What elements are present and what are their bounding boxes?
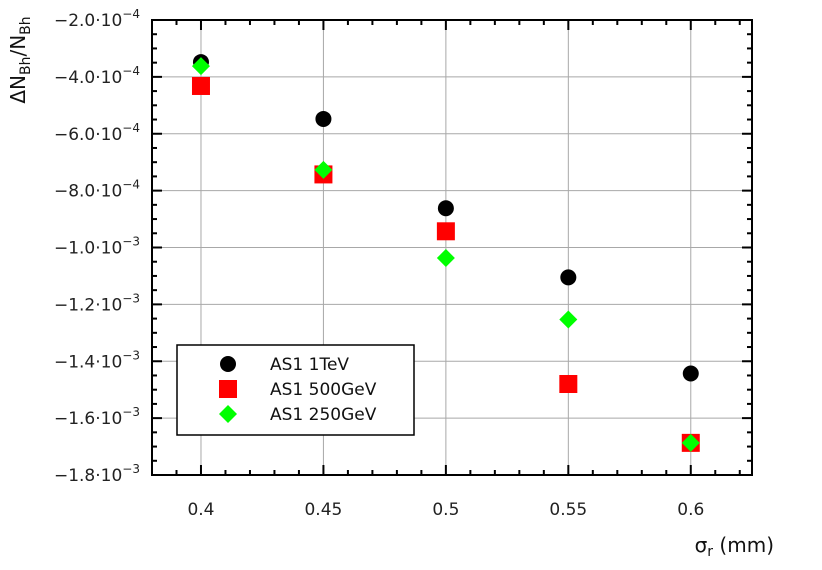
x-tick-labels: 0.4 0.45 0.5 0.55 0.6 (187, 500, 704, 520)
y-tick-label: −1.0·10−3 (54, 235, 140, 259)
legend-entry-label: AS1 500GeV (270, 380, 377, 400)
y-tick-label: −1.4·10−3 (54, 348, 140, 372)
y-tick-label: −6.0·10−4 (54, 121, 140, 145)
data-point-square (559, 375, 578, 393)
y-tick-label: −1.2·10−3 (54, 291, 140, 315)
data-point-circle (682, 365, 699, 382)
data-point-diamond (314, 160, 333, 179)
legend-marker-circle (220, 356, 236, 372)
data-point-diamond (559, 310, 578, 329)
legend-marker-diamond (219, 405, 237, 423)
legend-box (176, 344, 415, 436)
y-tick-label: −2.0·10−4 (54, 7, 140, 31)
data-point-circle (315, 110, 332, 127)
y-tick-label: −1.8·10−3 (54, 462, 140, 486)
x-axis-label: σr (mm) (695, 533, 774, 560)
y-tick-label: −1.6·10−3 (54, 405, 140, 429)
data-point-square (436, 222, 455, 241)
y-tick-label: −8.0·10−4 (54, 178, 140, 202)
x-tick-label: 0.5 (432, 500, 459, 520)
data-point-circle (437, 200, 454, 217)
data-point-diamond (436, 249, 455, 268)
data-markers (191, 54, 700, 452)
legend-marker-square (219, 380, 237, 398)
data-point-diamond (681, 433, 700, 452)
data-point-diamond (191, 57, 210, 76)
data-point-circle (560, 269, 577, 286)
y-tick-labels: −2.0·10−4 −4.0·10−4 −6.0·10−4 −8.0·10−4 −1.0… (54, 7, 140, 486)
plot-frame (151, 19, 753, 476)
data-point-square (191, 76, 210, 95)
legend: AS1 1TeV AS1 500GeV AS1 250GeV (176, 344, 415, 436)
x-tick-label: 0.45 (304, 500, 342, 520)
legend-entry-label: AS1 250GeV (270, 405, 377, 425)
x-tick-label: 0.55 (549, 500, 587, 520)
y-tick-label: −4.0·10−4 (54, 64, 140, 88)
legend-entry-label: AS1 1TeV (270, 355, 349, 375)
x-tick-label: 0.6 (677, 500, 704, 520)
x-tick-label: 0.4 (187, 500, 214, 520)
y-axis-label: ΔNBh/NBh (6, 16, 34, 103)
